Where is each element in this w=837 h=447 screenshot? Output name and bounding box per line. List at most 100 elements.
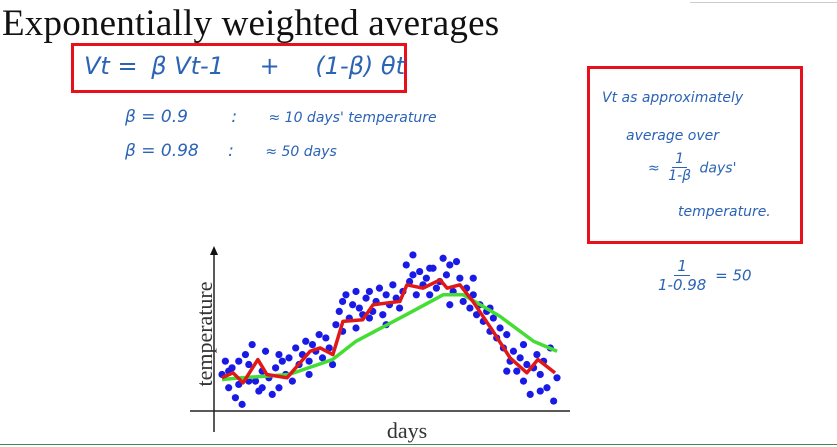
fraction-numerator: 1 <box>672 151 688 169</box>
data-point <box>379 311 387 319</box>
data-point <box>258 384 266 392</box>
data-point <box>452 258 461 266</box>
data-point <box>519 377 528 385</box>
data-point <box>221 357 229 365</box>
calc-fraction: 1 1-0.98 <box>658 258 706 294</box>
data-point <box>349 301 357 309</box>
data-point <box>536 370 544 379</box>
note-beta-09: β = 0.9 : ≈ 10 days' temperature <box>125 107 437 127</box>
data-point <box>325 344 333 352</box>
scatter-points <box>218 251 561 408</box>
approx-line-1: Vt as approximately <box>602 90 744 106</box>
data-point <box>328 360 337 369</box>
note-beta-098: β = 0.98 : ≈ 50 days <box>125 141 337 161</box>
data-point <box>248 341 256 349</box>
data-point <box>305 357 313 365</box>
data-point <box>365 314 373 322</box>
ewa-equation: Vt = β Vt-1 + (1-β) θt <box>84 52 405 80</box>
data-point <box>426 291 434 299</box>
approx-line-3: ≈ 1 1-β days' <box>648 151 737 185</box>
data-point <box>489 314 497 322</box>
data-point <box>318 354 327 362</box>
equation-term2: (1-β) θt <box>315 52 406 80</box>
data-point <box>509 347 518 355</box>
data-point <box>322 334 330 342</box>
data-point <box>365 287 373 296</box>
data-point <box>422 274 430 282</box>
equation-lhs: Vt = <box>84 52 138 80</box>
data-point <box>550 397 558 405</box>
data-point <box>275 350 283 359</box>
beta-value: β = 0.98 <box>125 141 199 161</box>
approx-symbol: ≈ <box>648 160 660 177</box>
data-point <box>503 367 511 375</box>
note-text: ≈ 10 days' temperature <box>268 110 437 126</box>
data-point <box>355 304 363 312</box>
data-point <box>261 347 270 355</box>
data-point <box>395 304 404 312</box>
data-point <box>275 384 283 392</box>
data-point <box>473 311 481 319</box>
data-point <box>352 324 360 332</box>
data-point <box>469 291 477 299</box>
data-point <box>409 251 417 259</box>
data-point <box>409 271 417 279</box>
data-point <box>536 387 544 395</box>
approximation-highlight-box <box>587 66 803 244</box>
slide-title: Exponentially weighted averages <box>2 3 500 44</box>
data-point <box>526 390 534 398</box>
fraction-denominator: 1-β <box>668 168 692 185</box>
data-point <box>375 284 384 292</box>
equation-plus: + <box>259 52 280 80</box>
calc-numerator: 1 <box>674 258 690 276</box>
x-axis-label: days <box>387 418 427 443</box>
data-point <box>503 331 511 339</box>
approx-line-4: temperature. <box>678 204 771 220</box>
calc-result: = 50 <box>715 266 752 285</box>
data-point <box>432 284 440 292</box>
data-point <box>305 370 313 379</box>
note-text: ≈ 50 days <box>265 144 337 160</box>
note-separator: : <box>231 107 238 127</box>
data-point <box>251 377 260 385</box>
data-point <box>523 360 531 369</box>
data-point <box>553 374 561 382</box>
data-point <box>439 254 447 262</box>
data-point <box>302 337 310 345</box>
data-point <box>315 331 323 339</box>
data-point <box>466 304 474 312</box>
data-point <box>335 307 343 315</box>
data-point <box>519 341 528 349</box>
note-separator: : <box>228 141 234 161</box>
data-point <box>362 294 370 302</box>
series-lines <box>221 278 558 385</box>
one-over-one-minus-beta: 1 1-β <box>668 151 692 185</box>
data-point <box>225 384 233 392</box>
data-point <box>459 297 467 306</box>
data-point <box>389 281 397 289</box>
bottom-divider <box>0 444 837 445</box>
data-point <box>332 321 340 329</box>
data-point <box>308 341 317 349</box>
data-point <box>496 324 504 332</box>
data-point <box>446 261 454 269</box>
red-average-line <box>221 278 557 385</box>
data-point <box>412 291 420 299</box>
data-point <box>456 274 464 282</box>
data-point <box>245 360 253 369</box>
data-point <box>238 400 246 408</box>
days-label: days' <box>699 160 737 177</box>
data-point <box>235 357 243 365</box>
beta-value: β = 0.9 <box>125 107 188 127</box>
data-point <box>352 287 360 296</box>
data-point <box>513 367 521 375</box>
equation-highlight-box <box>71 43 407 93</box>
data-point <box>446 301 454 309</box>
y-axis-label: temperature <box>192 281 217 386</box>
data-point <box>426 264 434 272</box>
data-point <box>469 274 477 282</box>
data-point <box>285 354 293 362</box>
data-point <box>339 297 347 306</box>
data-point <box>241 350 250 359</box>
